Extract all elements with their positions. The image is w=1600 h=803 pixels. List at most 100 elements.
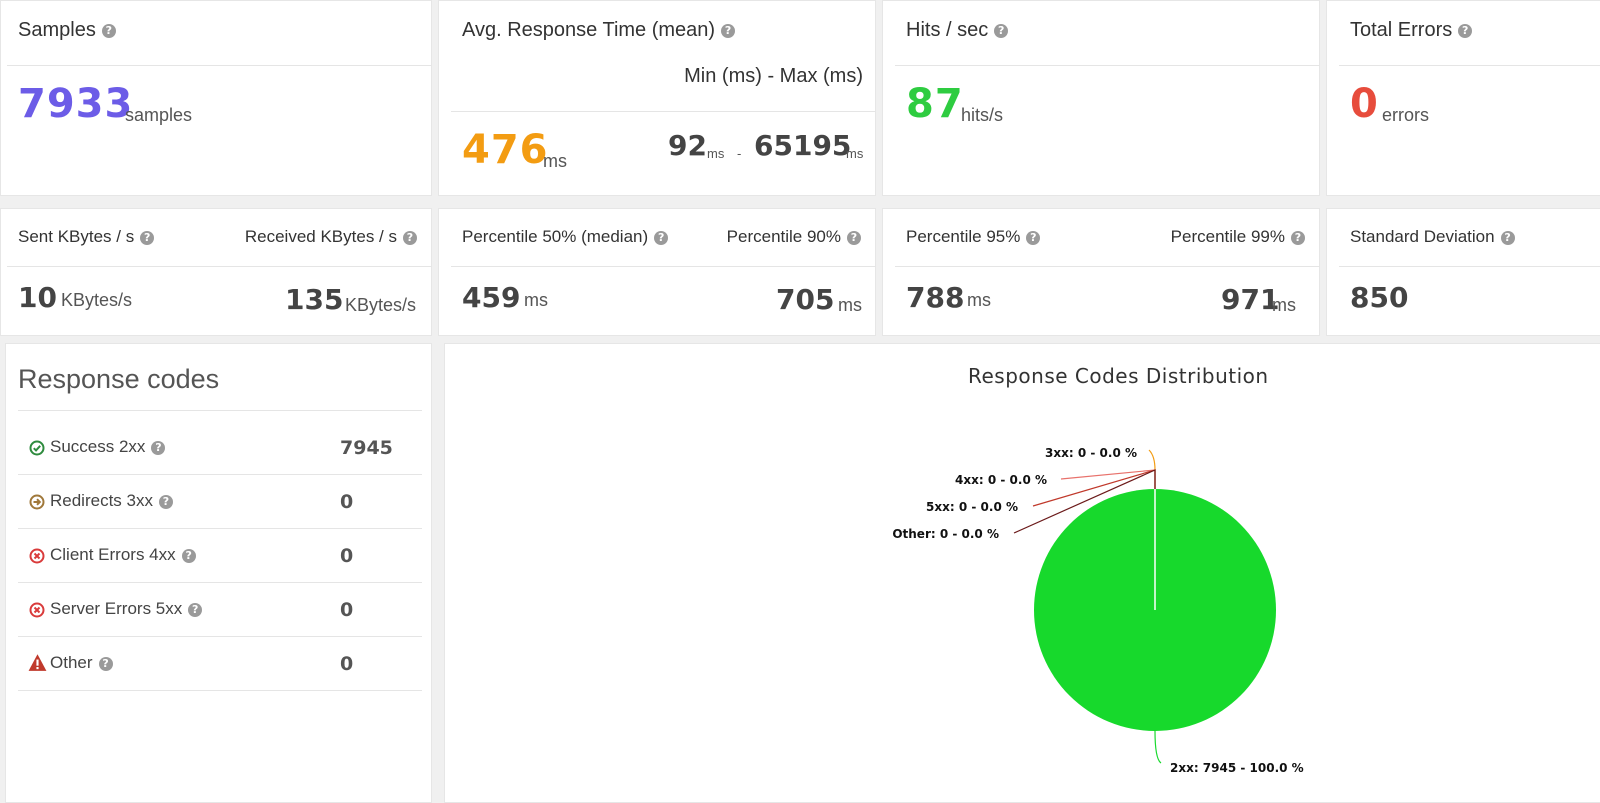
arrow-circle-icon xyxy=(29,494,45,510)
avg-response-panel: Avg. Response Time (mean)? Min (ms) - Ma… xyxy=(438,0,876,196)
received-kbytes-unit: KBytes/s xyxy=(345,295,417,315)
response-code-row-3xx: Redirects 3xx? 0 xyxy=(18,475,422,529)
divider xyxy=(1339,65,1600,66)
distribution-chart-panel: Response Codes Distribution 2xx: 7945 - … xyxy=(444,343,1600,803)
help-icon[interactable]: ? xyxy=(403,230,417,245)
received-kbytes-value: 135 xyxy=(285,283,344,316)
avg-response-unit: ms xyxy=(543,151,567,171)
help-icon[interactable]: ? xyxy=(188,602,203,617)
min-value: 92 xyxy=(668,129,707,162)
pie-leader-line xyxy=(1013,469,1156,534)
response-code-value: 0 xyxy=(340,653,354,675)
response-code-label: Success 2xx? xyxy=(50,437,166,457)
response-code-label: Server Errors 5xx? xyxy=(50,599,203,619)
errors-value: 0 xyxy=(1350,81,1379,127)
divider xyxy=(451,266,876,267)
response-code-label: Other? xyxy=(50,653,113,673)
pie-leader-line xyxy=(1154,730,1162,764)
p90-title: Percentile 90%? xyxy=(727,227,861,247)
help-icon[interactable]: ? xyxy=(151,440,166,455)
samples-value: 7933 xyxy=(18,81,134,127)
response-codes-title: Response codes xyxy=(18,364,220,394)
response-code-value: 0 xyxy=(340,491,354,513)
help-icon[interactable]: ? xyxy=(1500,230,1515,245)
help-icon[interactable]: ? xyxy=(847,230,861,245)
minmax-title: Min (ms) - Max (ms) xyxy=(684,65,863,87)
errors-unit: errors xyxy=(1382,105,1430,125)
help-icon[interactable]: ? xyxy=(721,23,736,38)
help-icon[interactable]: ? xyxy=(140,230,155,245)
help-icon[interactable]: ? xyxy=(1458,23,1473,38)
max-value: 65195 xyxy=(754,129,852,162)
help-icon[interactable]: ? xyxy=(654,230,669,245)
check-circle-icon xyxy=(29,440,45,456)
hits-title: Hits / sec? xyxy=(906,19,1009,42)
pie-slice-label: 2xx: 7945 - 100.0 % xyxy=(1170,761,1304,775)
sent-kbytes-title: Sent KBytes / s? xyxy=(18,227,155,247)
p50-p90-panel: Percentile 50% (median)? Percentile 90%?… xyxy=(438,208,876,336)
help-icon[interactable]: ? xyxy=(181,548,196,563)
help-icon[interactable]: ? xyxy=(158,494,173,509)
divider xyxy=(895,266,1320,267)
errors-panel: Total Errors? 0 errors xyxy=(1326,0,1600,196)
hits-value: 87 xyxy=(906,81,964,127)
response-code-row-4xx: Client Errors 4xx? 0 xyxy=(18,529,422,583)
avg-response-title: Avg. Response Time (mean)? xyxy=(462,19,736,42)
response-code-row-other: Other? 0 xyxy=(18,637,422,691)
help-icon[interactable]: ? xyxy=(1026,230,1041,245)
stddev-value: 850 xyxy=(1350,281,1409,314)
chart-title: Response Codes Distribution xyxy=(968,364,1269,388)
p99-unit: ms xyxy=(1272,295,1296,315)
response-codes-panel: Response codes xyxy=(5,343,432,803)
response-code-label: Redirects 3xx? xyxy=(50,491,173,511)
p50-title: Percentile 50% (median)? xyxy=(462,227,669,247)
p95-p99-panel: Percentile 95%? Percentile 99%? 788 ms 9… xyxy=(882,208,1320,336)
response-code-label: Client Errors 4xx? xyxy=(50,545,196,565)
x-circle-icon xyxy=(29,602,45,618)
max-unit: ms xyxy=(846,146,864,161)
response-code-row-5xx: Server Errors 5xx? 0 xyxy=(18,583,422,637)
received-kbytes-title: Received KBytes / s? xyxy=(245,227,417,247)
p50-value: 459 xyxy=(462,281,521,314)
pie-slice-label: 4xx: 0 - 0.0 % xyxy=(955,473,1047,487)
sent-kbytes-value: 10 xyxy=(18,281,57,314)
divider xyxy=(451,111,876,112)
divider xyxy=(18,410,422,411)
p90-value: 705 xyxy=(776,283,835,316)
p95-title: Percentile 95%? xyxy=(906,227,1041,247)
p90-unit: ms xyxy=(838,295,862,315)
help-icon[interactable]: ? xyxy=(994,23,1009,38)
pie-chart: 2xx: 7945 - 100.0 % 3xx: 0 - 0.0 % 4xx: 0 … xyxy=(892,446,1304,775)
divider xyxy=(7,266,432,267)
samples-unit: samples xyxy=(125,105,193,125)
min-unit: ms xyxy=(707,146,725,161)
sent-kbytes-unit: KBytes/s xyxy=(61,290,133,310)
p99-value: 971 xyxy=(1221,283,1280,316)
warning-icon xyxy=(28,654,47,671)
minmax-separator: - xyxy=(737,146,742,161)
p95-unit: ms xyxy=(967,290,991,310)
help-icon[interactable]: ? xyxy=(101,23,116,38)
divider xyxy=(1339,266,1600,267)
kbytes-panel: Sent KBytes / s? Received KBytes / s? 10… xyxy=(0,208,432,336)
p50-unit: ms xyxy=(524,290,548,310)
help-icon[interactable]: ? xyxy=(98,656,113,671)
p99-title: Percentile 99%? xyxy=(1171,227,1305,247)
response-code-row-2xx: Success 2xx? 7945 xyxy=(18,421,422,475)
samples-panel: Samples? 7933 samples xyxy=(0,0,432,196)
pie-slice-label: 5xx: 0 - 0.0 % xyxy=(926,500,1018,514)
x-circle-icon xyxy=(29,548,45,564)
avg-response-value: 476 xyxy=(462,127,549,173)
response-code-value: 0 xyxy=(340,545,354,567)
divider xyxy=(895,65,1320,66)
samples-title: Samples? xyxy=(18,19,116,42)
response-code-value: 0 xyxy=(340,599,354,621)
response-code-value: 7945 xyxy=(340,437,393,459)
hits-unit: hits/s xyxy=(961,105,1004,125)
pie-slice-label: Other: 0 - 0.0 % xyxy=(892,527,999,541)
hits-panel: Hits / sec? 87 hits/s xyxy=(882,0,1320,196)
stddev-panel: Standard Deviation? 850 xyxy=(1326,208,1600,336)
help-icon[interactable]: ? xyxy=(1291,230,1305,245)
pie-leader-line xyxy=(1060,469,1156,489)
errors-title: Total Errors? xyxy=(1350,19,1473,42)
